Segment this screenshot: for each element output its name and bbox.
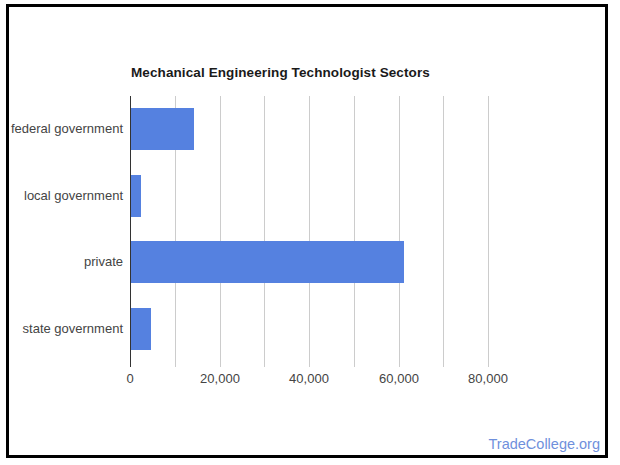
x-gridline — [354, 96, 355, 367]
category-label: state government — [9, 321, 123, 336]
x-tick-label: 40,000 — [289, 371, 329, 386]
bar-state-government — [131, 308, 151, 350]
chart-title: Mechanical Engineering Technologist Sect… — [131, 65, 430, 80]
x-gridline — [264, 96, 265, 367]
x-tick-label: 20,000 — [200, 371, 240, 386]
x-gridline — [309, 96, 310, 367]
category-label: federal government — [9, 121, 123, 136]
category-label: local government — [9, 188, 123, 203]
category-label: private — [9, 254, 123, 269]
x-gridline — [488, 96, 489, 367]
bar-private — [131, 241, 404, 283]
x-gridline — [399, 96, 400, 367]
chart-frame: Mechanical Engineering Technologist Sect… — [6, 4, 608, 458]
page: Mechanical Engineering Technologist Sect… — [0, 0, 620, 465]
x-tick-label: 80,000 — [468, 371, 508, 386]
watermark-link[interactable]: TradeCollege.org — [489, 436, 601, 452]
x-tick-label: 60,000 — [379, 371, 419, 386]
bar-local-government — [131, 175, 141, 217]
bar-federal-government — [131, 108, 194, 150]
x-gridline — [443, 96, 444, 367]
x-gridline — [220, 96, 221, 367]
x-tick-label: 0 — [126, 371, 133, 386]
